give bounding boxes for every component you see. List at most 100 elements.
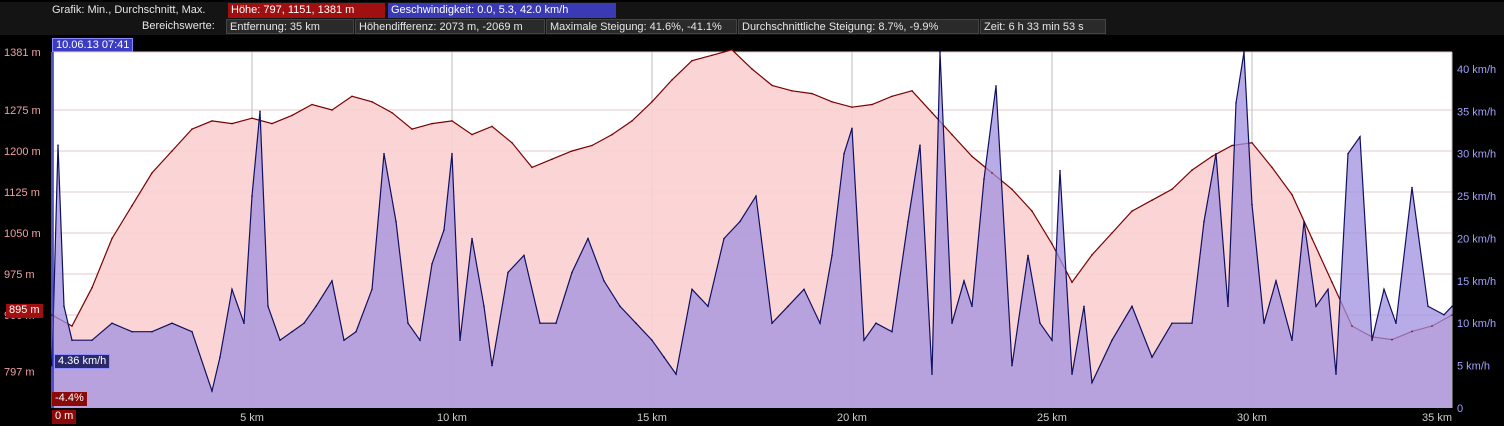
elevation-point [1391, 338, 1393, 341]
speed-point [919, 144, 921, 146]
speed-point [523, 254, 525, 257]
speed-point [111, 322, 113, 325]
speed-point [171, 322, 173, 325]
elevation-point [1411, 330, 1413, 333]
speed-point [635, 322, 637, 325]
elevation-point [71, 325, 73, 327]
height-tick-label: 1200 m [4, 146, 41, 158]
elevation-point [1331, 281, 1333, 284]
elevation-point [371, 101, 373, 103]
speed-point [331, 280, 333, 282]
elevation-point [411, 128, 413, 130]
elevation-point [511, 142, 513, 144]
speed-tick-label: 20 km/h [1457, 233, 1496, 245]
speed-point [1151, 356, 1153, 358]
height-tick-label: 975 m [4, 269, 35, 281]
distance-tick-label: 15 km [637, 412, 667, 424]
elevation-point [931, 111, 933, 114]
speed-point [555, 322, 557, 325]
speed-point [851, 127, 853, 130]
elevation-point [131, 204, 133, 207]
speed-point [71, 339, 73, 342]
speed-point [231, 288, 233, 291]
distance-stat: Entfernung: 35 km [226, 19, 354, 34]
cursor-speed-label: 4.36 km/h [54, 354, 111, 369]
speed-point [303, 322, 305, 325]
speed-point [279, 339, 281, 342]
elevation-point [551, 158, 553, 160]
speed-point [1071, 373, 1073, 375]
speed-point [1371, 339, 1373, 342]
speed-point [1059, 169, 1061, 172]
speed-point [1291, 339, 1293, 342]
speed-point [91, 339, 93, 342]
speed-point [1443, 314, 1445, 316]
speed-point [419, 339, 421, 342]
elevation-point [311, 103, 313, 106]
speed-point [443, 229, 445, 231]
speed-point [1335, 373, 1337, 375]
speed-point [431, 263, 433, 265]
speed-point [603, 280, 605, 282]
elevation-point [271, 122, 273, 125]
time-stat: Zeit: 6 h 33 min 53 s [980, 19, 1106, 34]
speed-point [1327, 288, 1329, 291]
elevation-point [111, 237, 113, 240]
elevation-point [751, 68, 753, 70]
elevation-point [971, 155, 973, 158]
speed-point [1011, 364, 1013, 367]
elevation-point [151, 172, 153, 174]
speed-tick-label: 25 km/h [1457, 191, 1496, 203]
elevation-point [1231, 144, 1233, 147]
elevation-point [831, 101, 833, 103]
speed-tick-label: 0 [1457, 403, 1463, 415]
elevation-point [351, 95, 353, 98]
speed-point [507, 271, 509, 274]
speed-point [907, 220, 909, 223]
speed-point [407, 322, 409, 325]
elevation-point [1151, 199, 1153, 201]
elevation-point [851, 106, 853, 108]
elevation-point [451, 120, 453, 122]
speed-point [131, 330, 133, 333]
elevation-point [591, 144, 593, 147]
speed-tick-label: 35 km/h [1457, 106, 1496, 118]
cursor-height-label: 895 m [6, 304, 43, 318]
range-values-label: Bereichswerte: [142, 20, 215, 32]
speed-point [875, 322, 877, 325]
speed-point [211, 390, 213, 392]
height-tick-label: 1125 m [4, 187, 40, 199]
elevation-point [471, 133, 473, 136]
speed-point [459, 339, 461, 342]
speed-point [1039, 322, 1041, 325]
cursor-distance-label: 0 m [52, 410, 77, 424]
speed-point [151, 330, 153, 333]
distance-tick-label: 25 km [1037, 412, 1067, 424]
speed-point [63, 305, 65, 308]
speed-point [315, 305, 317, 308]
speed-point [383, 152, 385, 155]
speed-point [1243, 51, 1245, 53]
speed-point [471, 237, 473, 240]
distance-tick-label: 20 km [837, 412, 867, 424]
speed-point [1051, 339, 1053, 342]
speed-point [395, 220, 397, 223]
elevation-point [1171, 188, 1173, 191]
speed-point [931, 373, 933, 375]
elevation-point [691, 59, 693, 62]
distance-tick-label: 10 km [437, 412, 467, 424]
speed-point [1083, 305, 1085, 308]
elevation-point [731, 49, 733, 51]
speed-point [1091, 381, 1093, 384]
speed-stats-badge: Geschwindigkeit: 0.0, 5.3, 42.0 km/h [388, 3, 616, 18]
elevation-point [231, 122, 233, 125]
speed-tick-label: 15 km/h [1457, 276, 1496, 288]
speed-point [343, 339, 345, 342]
speed-point [691, 288, 693, 291]
elevation-point [1251, 142, 1253, 144]
elevation-point [391, 111, 393, 114]
elevation-point [611, 133, 613, 136]
speed-point [1111, 339, 1113, 342]
speed-point [1315, 305, 1317, 308]
